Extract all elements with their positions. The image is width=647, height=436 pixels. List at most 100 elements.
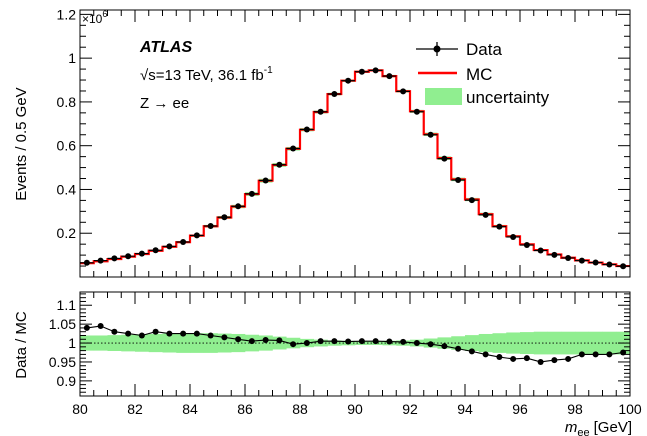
ratio-y-tick-labels: 0.9 0.95 1 1.05 1.1 bbox=[49, 297, 76, 389]
main-y-tick-label: 0.8 bbox=[57, 94, 77, 110]
ratio-data-point bbox=[400, 338, 407, 345]
data-point bbox=[83, 259, 90, 266]
ratio-data-point bbox=[551, 357, 558, 364]
ratio-data-point bbox=[290, 341, 297, 348]
main-panel: 0.2 0.4 0.6 0.8 1 1.2 ×106 Events / 0.5 GeV A… bbox=[13, 6, 631, 278]
ratio-data-point bbox=[427, 341, 434, 348]
ratio-y-tick-label: 0.95 bbox=[49, 354, 76, 370]
legend: Data MC uncertainty bbox=[416, 40, 550, 107]
ratio-band-bin bbox=[547, 331, 562, 355]
legend-entry-data: Data bbox=[416, 40, 502, 59]
data-point bbox=[510, 233, 517, 240]
ratio-axis-ticks bbox=[79, 292, 631, 396]
data-point bbox=[592, 259, 599, 266]
ratio-data-point bbox=[207, 332, 214, 339]
ratio-data-point bbox=[317, 338, 324, 345]
ratio-data-point bbox=[592, 351, 599, 358]
x-tick-label: 98 bbox=[567, 401, 583, 417]
process-label: Z → ee bbox=[140, 95, 189, 112]
data-point bbox=[551, 251, 558, 258]
main-y-tick-label: 0.2 bbox=[57, 225, 77, 241]
ratio-band-bin bbox=[492, 333, 507, 353]
data-point bbox=[180, 238, 187, 245]
ratio-data-point bbox=[276, 337, 283, 344]
data-point bbox=[455, 177, 462, 184]
data-point bbox=[468, 197, 475, 204]
data-point bbox=[620, 263, 627, 270]
data-point bbox=[125, 253, 132, 260]
ratio-data-point bbox=[537, 358, 544, 365]
ratio-y-tick-label: 0.9 bbox=[57, 373, 77, 389]
main-y-tick-label: 0.4 bbox=[57, 181, 77, 197]
ratio-data-point bbox=[578, 351, 585, 358]
main-y-tick-label: 1.2 bbox=[57, 6, 77, 22]
data-point bbox=[565, 254, 572, 261]
ratio-band-bin bbox=[520, 332, 535, 355]
ratio-band-bin bbox=[135, 334, 150, 352]
legend-mc-label: MC bbox=[466, 65, 492, 84]
ratio-data-point bbox=[413, 340, 420, 347]
ratio-data-point bbox=[111, 328, 118, 335]
data-point bbox=[193, 232, 200, 239]
data-point bbox=[138, 250, 145, 257]
ratio-y-tick-label: 1 bbox=[68, 335, 76, 351]
ratio-data-point bbox=[262, 337, 269, 344]
ratio-data-point bbox=[606, 351, 613, 358]
ratio-band-bin bbox=[478, 333, 493, 353]
ratio-data-point bbox=[565, 355, 572, 362]
data-point bbox=[207, 223, 214, 230]
data-point bbox=[152, 247, 159, 254]
data-point bbox=[523, 242, 530, 249]
ratio-band-bin bbox=[162, 333, 177, 353]
ratio-band-bin bbox=[148, 333, 163, 353]
x-tick-label: 80 bbox=[72, 401, 88, 417]
data-point bbox=[166, 243, 173, 250]
x-tick-label: 88 bbox=[292, 401, 308, 417]
data-point bbox=[111, 255, 118, 262]
ratio-data-point bbox=[97, 323, 104, 330]
ratio-data-point bbox=[83, 324, 90, 331]
ratio-data-point bbox=[523, 355, 530, 362]
atlas-label: ATLAS bbox=[139, 39, 192, 56]
data-point bbox=[97, 257, 104, 264]
x-tick-label: 100 bbox=[618, 401, 642, 417]
ratio-data-point bbox=[358, 338, 365, 345]
data-point bbox=[537, 247, 544, 254]
ratio-data-point bbox=[345, 338, 352, 345]
ratio-band-bin bbox=[93, 335, 108, 351]
ratio-data-point bbox=[303, 340, 310, 347]
data-point bbox=[221, 214, 228, 221]
data-point bbox=[496, 223, 503, 230]
ratio-band-bin bbox=[506, 332, 521, 354]
x-tick-label: 82 bbox=[127, 401, 143, 417]
ratio-data-point bbox=[496, 354, 503, 361]
ratio-data-point bbox=[221, 334, 228, 341]
main-y-tick-label: 0.6 bbox=[57, 138, 77, 154]
main-y-tick-label: 1 bbox=[68, 50, 76, 66]
data-point bbox=[317, 108, 324, 115]
ratio-data-point bbox=[372, 338, 379, 345]
data-point bbox=[303, 126, 310, 133]
ratio-data-point bbox=[331, 338, 338, 345]
data-point bbox=[248, 190, 255, 197]
data-point bbox=[427, 131, 434, 138]
x-tick-label: 90 bbox=[347, 401, 363, 417]
main-y-tick-labels: 0.2 0.4 0.6 0.8 1 1.2 bbox=[57, 6, 77, 241]
ratio-data-point bbox=[152, 328, 159, 335]
data-point bbox=[578, 257, 585, 264]
energy-lumi-label: √s=13 TeV, 36.1 fb-1 bbox=[140, 65, 273, 84]
main-axis-ticks bbox=[79, 10, 631, 278]
main-y-axis-label: Events / 0.5 GeV bbox=[13, 87, 30, 200]
x-tick-label: 84 bbox=[182, 401, 198, 417]
ratio-band-bin bbox=[121, 334, 136, 352]
x-tick-label: 94 bbox=[457, 401, 473, 417]
data-point bbox=[358, 68, 365, 75]
legend-data-marker bbox=[433, 45, 441, 53]
ratio-data-point bbox=[482, 351, 489, 358]
data-point bbox=[482, 211, 489, 218]
ratio-data-points bbox=[83, 323, 627, 365]
ratio-y-tick-label: 1.1 bbox=[57, 297, 77, 313]
ratio-data-point bbox=[248, 338, 255, 345]
